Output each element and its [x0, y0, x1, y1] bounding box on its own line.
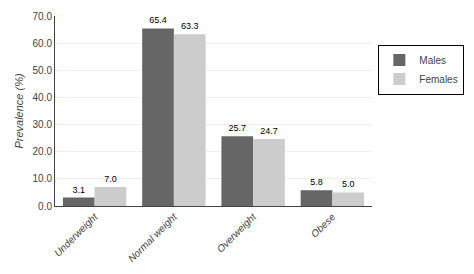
svg-text:10.0: 10.0 — [33, 173, 53, 184]
svg-text:Males: Males — [419, 55, 446, 66]
svg-text:24.7: 24.7 — [260, 126, 278, 136]
svg-text:Obese: Obese — [309, 211, 338, 240]
svg-text:7.0: 7.0 — [104, 174, 117, 184]
svg-text:70.0: 70.0 — [33, 11, 53, 22]
svg-text:20.0: 20.0 — [33, 146, 53, 157]
svg-text:5.8: 5.8 — [310, 177, 323, 187]
svg-text:Normal weight: Normal weight — [126, 210, 180, 264]
svg-text:Overweight: Overweight — [215, 210, 259, 254]
svg-text:40.0: 40.0 — [33, 92, 53, 103]
svg-text:5.0: 5.0 — [342, 179, 355, 189]
svg-text:30.0: 30.0 — [33, 119, 53, 130]
svg-text:50.0: 50.0 — [33, 65, 53, 76]
svg-text:3.1: 3.1 — [73, 185, 86, 195]
svg-text:25.7: 25.7 — [229, 123, 247, 133]
svg-text:Prevalence (%): Prevalence (%) — [13, 73, 25, 149]
svg-text:Females: Females — [419, 74, 457, 85]
svg-text:63.3: 63.3 — [181, 21, 199, 31]
svg-text:Underweight: Underweight — [52, 210, 100, 258]
svg-text:65.4: 65.4 — [149, 15, 167, 25]
svg-text:0.0: 0.0 — [38, 201, 52, 212]
svg-text:60.0: 60.0 — [33, 38, 53, 49]
